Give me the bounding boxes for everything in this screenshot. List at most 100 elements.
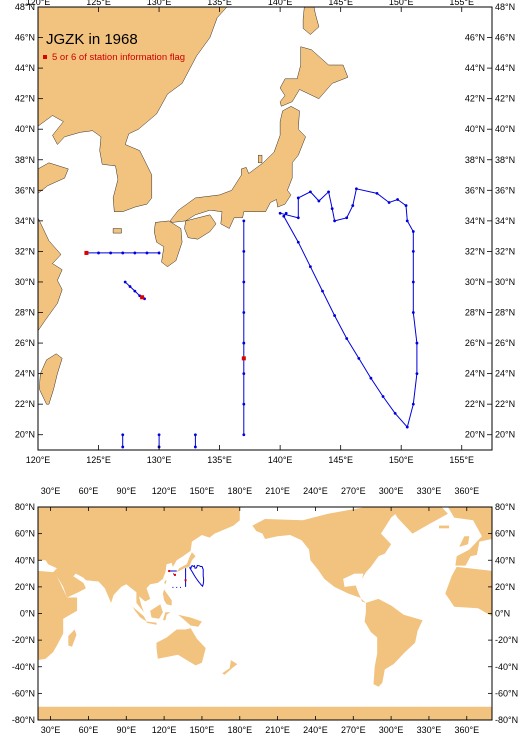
station-point: [396, 198, 399, 201]
station-point: [321, 289, 324, 293]
x-tick-label: 150°E: [389, 455, 414, 465]
station-point: [405, 219, 409, 223]
y-tick-label: 26°N: [495, 338, 515, 348]
y-tick-label-inner: 46°N: [465, 33, 485, 43]
station-point: [415, 372, 419, 376]
y-tick-label: 34°N: [15, 216, 35, 226]
station-point: [393, 411, 397, 415]
x-tick-label: 155°E: [449, 0, 474, 7]
y-tick-label: 20°N: [15, 582, 35, 592]
y-tick-label: 48°N: [495, 2, 515, 12]
station-point: [242, 250, 246, 253]
y-tick-label: 0°N: [20, 609, 35, 619]
y-tick-label: 26°N: [15, 338, 35, 348]
station-point: [351, 204, 355, 207]
x-tick-label: 135°E: [207, 455, 232, 465]
station-point: [133, 251, 137, 255]
y-tick-label-inner: 44°N: [465, 63, 485, 73]
y-tick-label: 22°N: [15, 399, 35, 409]
station-point: [242, 311, 246, 314]
landmass-africa-west: [445, 566, 492, 617]
station-point: [317, 199, 321, 203]
y-tick-label: 38°N: [495, 155, 515, 165]
x-tick-label: 360°E: [454, 725, 479, 735]
y-tick-label-inner: 42°N: [465, 94, 485, 104]
station-point: [157, 251, 161, 255]
station-point: [330, 207, 334, 211]
legend-flag-marker: [43, 55, 47, 59]
station-point: [296, 196, 300, 200]
x-tick-label: 120°E: [26, 455, 51, 465]
y-tick-label: 44°N: [495, 63, 515, 73]
station-point: [405, 425, 409, 429]
landmass-jeju: [112, 228, 122, 234]
x-tick-label: 330°E: [417, 725, 442, 735]
y-tick-label-inner: 28°N: [465, 308, 485, 318]
flagged-station-point: [84, 250, 89, 255]
y-tick-label: 46°N: [495, 33, 515, 43]
landmass-java: [146, 621, 157, 625]
station-point: [97, 251, 100, 255]
landmass-taiwan: [38, 353, 63, 405]
y-tick-label: 30°N: [15, 277, 35, 287]
landmass-iceland: [439, 525, 450, 529]
flagged-station-point: [241, 356, 246, 361]
y-tick-label-inner: 30°N: [465, 277, 485, 287]
x-tick-label: 30°E: [41, 725, 61, 735]
station-point: [411, 230, 415, 233]
x-tick-label: 360°E: [454, 486, 479, 496]
station-point: [345, 216, 349, 220]
y-tick-label: 24°N: [15, 369, 35, 379]
station-point: [345, 337, 349, 340]
y-tick-label: -20°N: [495, 635, 518, 645]
landmass-taiwan-g: [164, 580, 167, 585]
landmass-new-zealand: [222, 660, 238, 675]
landmass-east-china-coast: [37, 217, 63, 332]
x-tick-label: 130°E: [147, 455, 172, 465]
station-point: [242, 433, 246, 437]
station-point: [242, 219, 246, 223]
landmass-honshu: [169, 106, 306, 229]
station-point: [411, 311, 415, 314]
map-title: JGZK in 1968: [46, 31, 138, 48]
regional-axis-ticks: 120°E 120°E 125°E 125°E 130°E 130°E 135°E 135°E…: [15, 0, 515, 465]
y-tick-label: 36°N: [15, 185, 35, 195]
x-tick-label: 210°E: [265, 725, 290, 735]
landmass-kyushu: [153, 220, 183, 267]
x-tick-label: 125°E: [86, 455, 111, 465]
station-point: [309, 265, 312, 269]
station-point: [242, 280, 246, 284]
landmass-europe-west: [447, 507, 492, 566]
station-point: [387, 201, 391, 204]
global-flagged-station-point: [168, 570, 171, 573]
landmass-hokkaido: [279, 46, 349, 107]
landmass-sakhalin: [302, 6, 320, 35]
station-point: [415, 341, 419, 345]
x-tick-label: 155°E: [449, 455, 474, 465]
global-track-pacific-loop: [189, 564, 205, 588]
station-point: [411, 280, 415, 284]
y-tick-label: 20°N: [495, 430, 515, 440]
station-point: [121, 251, 125, 255]
x-tick-label: 90°E: [116, 725, 136, 735]
landmass-sumatra: [132, 606, 147, 622]
station-point: [242, 402, 246, 406]
x-tick-label: 30°E: [41, 486, 61, 496]
x-tick-label: 180°E: [227, 725, 252, 735]
landmass-antarctica: [38, 706, 492, 720]
y-tick-label: -60°N: [495, 688, 518, 698]
regional-landmass: [37, 6, 349, 405]
y-tick-label: 20°N: [495, 582, 515, 592]
global-tracks: [168, 564, 205, 588]
x-tick-label: 180°E: [227, 486, 252, 496]
y-tick-label-inner: 22°N: [465, 399, 485, 409]
x-tick-label: 270°E: [341, 486, 366, 496]
global-flagged-station-point: [173, 573, 176, 576]
station-point: [278, 211, 282, 215]
x-tick-label: 90°E: [116, 486, 136, 496]
x-tick-label: 330°E: [417, 486, 442, 496]
x-tick-label: 270°E: [341, 725, 366, 735]
station-point: [411, 402, 415, 406]
landmass-south-america: [364, 598, 423, 687]
regional-tracks: [84, 187, 419, 449]
